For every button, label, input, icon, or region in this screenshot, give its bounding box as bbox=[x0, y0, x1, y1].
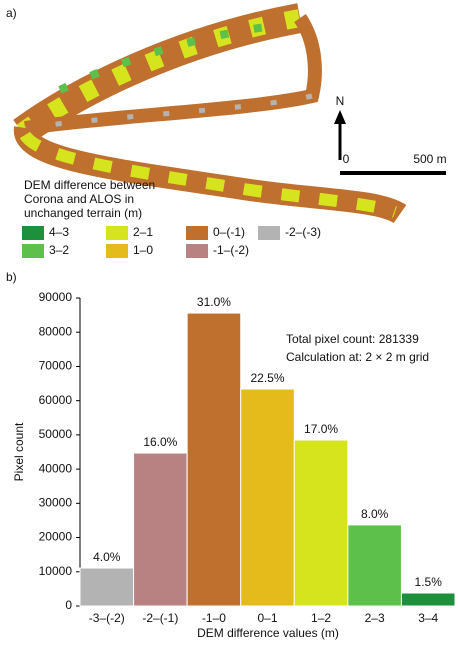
y-tick-label: 80000 bbox=[39, 324, 73, 338]
panel-label: a) bbox=[6, 6, 17, 20]
y-tick-label: 0 bbox=[65, 598, 72, 612]
x-tick-label: 1–2 bbox=[311, 611, 331, 625]
y-tick-label: 90000 bbox=[39, 290, 73, 304]
y-tick-label: 30000 bbox=[39, 496, 73, 510]
legend-label: 2–1 bbox=[133, 225, 153, 239]
y-tick-label: 60000 bbox=[39, 393, 73, 407]
bar bbox=[347, 524, 402, 607]
legend-label: 3–2 bbox=[49, 243, 69, 257]
legend-swatch bbox=[186, 226, 208, 240]
bar bbox=[293, 439, 349, 607]
map-strip-texture bbox=[19, 131, 398, 218]
y-tick-label: 10000 bbox=[39, 564, 73, 578]
legend-swatch bbox=[106, 226, 128, 240]
annotation: Total pixel count: 281339 bbox=[286, 332, 419, 346]
scale-label: 500 m bbox=[413, 152, 446, 166]
annotation: Calculation at: 2 × 2 m grid bbox=[286, 350, 429, 364]
legend-swatch bbox=[258, 226, 280, 240]
y-tick-label: 40000 bbox=[39, 461, 73, 475]
bar-label: 16.0% bbox=[143, 435, 177, 449]
legend-swatch bbox=[22, 244, 44, 258]
legend-title: Corona and ALOS in bbox=[24, 192, 134, 206]
y-tick-label: 70000 bbox=[39, 359, 73, 373]
panel-label: b) bbox=[6, 270, 17, 284]
x-tick-label: -1–0 bbox=[202, 611, 226, 625]
legend-label: 4–3 bbox=[49, 225, 69, 239]
legend-swatch bbox=[106, 244, 128, 258]
north-label: N bbox=[336, 94, 345, 108]
bar-label: 4.0% bbox=[93, 550, 121, 564]
legend-swatch bbox=[22, 226, 44, 240]
y-tick-label: 20000 bbox=[39, 530, 73, 544]
legend-label: -2–(-3) bbox=[285, 225, 321, 239]
bar-label: 31.0% bbox=[197, 295, 231, 309]
y-tick-label: 50000 bbox=[39, 427, 73, 441]
bar bbox=[133, 452, 188, 607]
bar-label: 8.0% bbox=[361, 507, 389, 521]
legend-swatch bbox=[186, 244, 208, 258]
bar bbox=[79, 567, 135, 607]
legend-title: unchanged terrain (m) bbox=[24, 206, 142, 220]
north-arrow-head bbox=[334, 110, 346, 124]
legend-label: -1–(-2) bbox=[213, 243, 249, 257]
chart: Pixel count DEM difference values (m) To… bbox=[12, 290, 456, 640]
x-tick-label: 2–3 bbox=[365, 611, 385, 625]
x-tick-label: 0–1 bbox=[257, 611, 277, 625]
legend-title: DEM difference between bbox=[24, 178, 155, 192]
legend-label: 0–(-1) bbox=[213, 225, 245, 239]
bar-label: 1.5% bbox=[415, 575, 443, 589]
y-axis-label: Pixel count bbox=[12, 422, 26, 481]
bar-label: 17.0% bbox=[304, 422, 338, 436]
bar bbox=[240, 388, 295, 607]
legend-label: 1–0 bbox=[133, 243, 153, 257]
scale-label: 0 bbox=[343, 152, 350, 166]
x-tick-label: -3–(-2) bbox=[89, 611, 125, 625]
bar bbox=[400, 592, 456, 607]
bar bbox=[186, 312, 242, 607]
x-tick-label: 3–4 bbox=[418, 611, 438, 625]
x-tick-label: -2–(-1) bbox=[142, 611, 178, 625]
x-axis-label: DEM difference values (m) bbox=[197, 626, 339, 640]
bar-label: 22.5% bbox=[250, 371, 284, 385]
